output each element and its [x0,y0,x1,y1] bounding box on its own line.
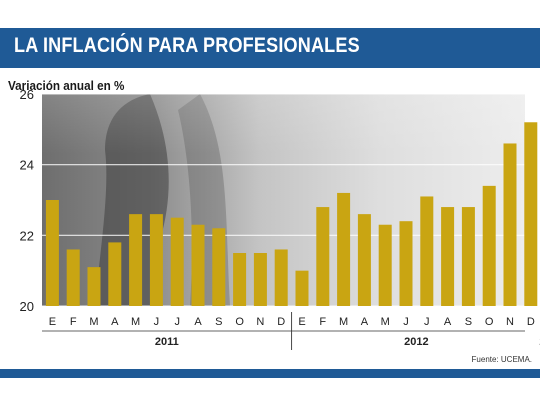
bottom-bar [0,369,540,378]
bar [212,228,226,306]
x-tick-label: E [49,316,56,328]
bar [441,207,455,306]
y-tick-label: 26 [20,87,34,102]
bar [503,143,517,306]
year-label: 2012 [404,336,428,348]
x-tick-label: J [424,316,430,328]
x-tick-label: O [485,316,494,328]
plot-fade [42,94,525,154]
bars: 24,8 [45,122,538,307]
bar [461,207,475,306]
bar [337,192,351,306]
year-label: 2011 [155,336,179,348]
y-tick-label: 24 [20,158,34,173]
y-tick-label: 20 [20,299,34,314]
bar [399,221,413,306]
x-tick-label: A [111,316,119,328]
bar [316,207,330,306]
x-tick-label: S [465,316,472,328]
bar [482,185,496,306]
x-tick-label: M [381,316,390,328]
bar [253,253,267,306]
bar [357,214,371,306]
chart-subtitle: Variación anual en % [8,78,125,93]
bar [108,242,122,306]
x-tick-label: J [154,316,160,328]
x-tick-label: M [89,316,98,328]
y-tick-label: 22 [20,228,34,243]
bar [420,196,434,306]
bar [378,224,392,306]
axes: EFMAMJJASONDEFMAMJJASONDE201120122013 [42,312,540,350]
bar [149,214,163,306]
background-photo [42,94,525,306]
x-tick-label: D [277,316,285,328]
bar [45,200,59,306]
x-tick-label: N [506,316,514,328]
bar [191,224,205,306]
x-tick-label: M [131,316,140,328]
x-tick-label: E [298,316,305,328]
x-tick-label: J [174,316,180,328]
title-bar: LA INFLACIÓN PARA PROFESIONALES [0,28,540,68]
x-tick-label: J [403,316,409,328]
bar [295,270,309,306]
bar [524,122,538,307]
chart-title: LA INFLACIÓN PARA PROFESIONALES [14,34,360,57]
source-note: Fuente: UCEMA. [471,355,532,364]
x-tick-label: A [194,316,202,328]
bar [274,249,288,306]
x-tick-label: A [444,316,452,328]
x-tick-label: N [256,316,264,328]
bar [233,253,247,306]
bar [129,214,143,306]
x-tick-label: S [215,316,222,328]
x-tick-label: D [527,316,535,328]
x-tick-label: M [339,316,348,328]
x-tick-label: O [235,316,244,328]
x-tick-label: A [361,316,369,328]
bar [170,217,184,306]
x-tick-label: F [70,316,77,328]
bar [66,249,80,306]
x-tick-label: F [319,316,326,328]
bar [87,267,101,306]
